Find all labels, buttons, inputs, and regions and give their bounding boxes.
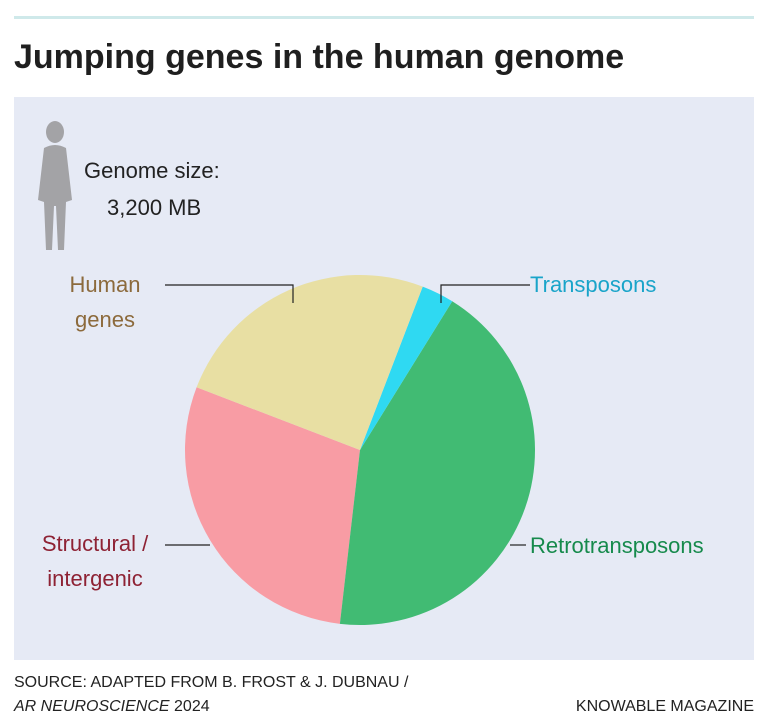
journal: AR NEUROSCIENCE <box>14 698 170 715</box>
credit: KNOWABLE MAGAZINE <box>575 698 754 715</box>
source-line: AR NEUROSCIENCE 2024 <box>14 698 210 716</box>
chart-title: Jumping genes in the human genome <box>14 38 625 76</box>
slice-label: Transposons <box>530 272 657 297</box>
source-line: SOURCE: ADAPTED FROM B. FROST & J. DUBNA… <box>14 674 409 691</box>
pie-slice <box>339 301 535 625</box>
year: 2024 <box>174 698 210 715</box>
slice-label: Human genes <box>69 272 141 332</box>
slice-label: Retrotransposons <box>530 533 704 558</box>
genome-size-value: 3,200 MB <box>107 195 202 220</box>
pie-slice <box>196 275 423 450</box>
slice-label: Structural / intergenic <box>41 531 149 591</box>
pie-slice <box>360 286 453 450</box>
genome-size-label: Genome size: <box>84 158 220 183</box>
pie-slice <box>185 387 360 624</box>
leader-lines <box>165 284 530 546</box>
top-rule <box>14 16 754 19</box>
human-figure <box>38 121 72 250</box>
